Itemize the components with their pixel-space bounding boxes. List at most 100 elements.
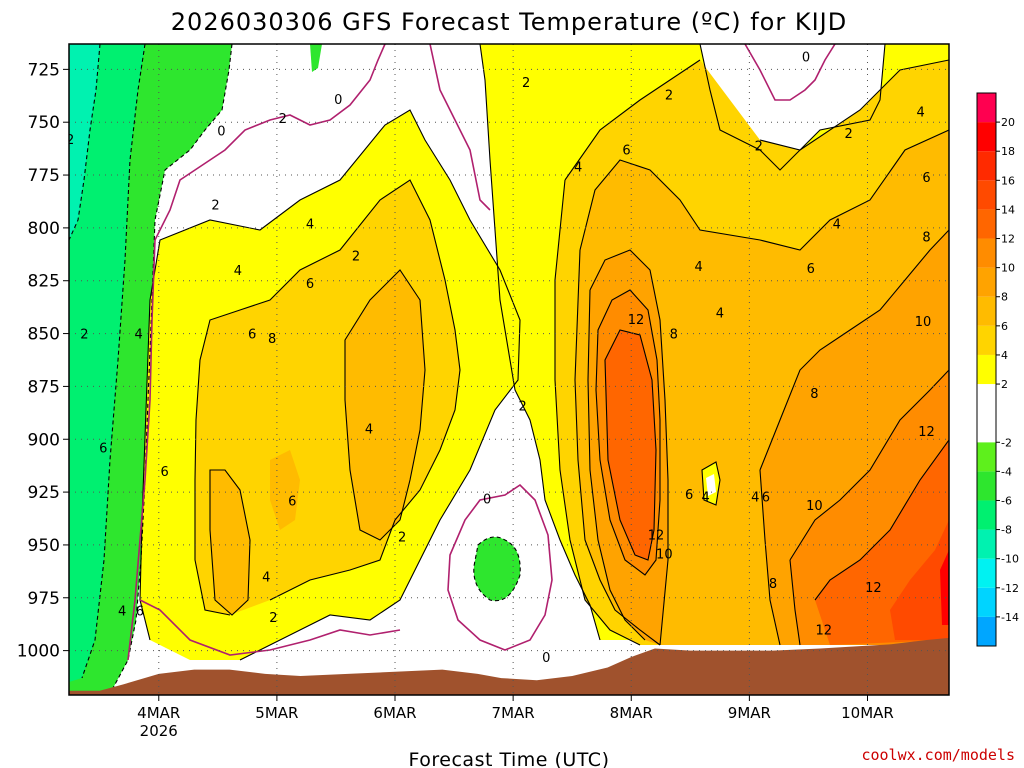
x-tick-label: 7MAR [492, 704, 535, 722]
colorbar-tick-label: -14 [1001, 611, 1019, 624]
contour-label-text: 2 [80, 328, 88, 343]
x-tick-label: 6MAR [373, 704, 416, 722]
contour-label-text: 2 [755, 139, 763, 154]
y-tick-label: 900 [28, 430, 60, 450]
contour-label-text: 8 [268, 332, 276, 347]
contour-label: 6 [136, 604, 144, 619]
contour-label-text: 6 [161, 465, 169, 480]
contour-label: 8 [922, 230, 930, 245]
contour-label-text: 4 [262, 571, 270, 586]
zero-line-lower-west [139, 599, 401, 656]
x-tick-label: 8MAR [610, 704, 653, 722]
contour-label: 12 [628, 313, 645, 328]
credit-link[interactable]: coolwx.com/models [861, 746, 1015, 764]
contour-label: 4 [716, 306, 724, 321]
contour-label-text: 4 [118, 604, 126, 619]
contour-label-text: 0 [802, 51, 810, 66]
band-minus-10 [69, 44, 100, 240]
band-6-west [210, 470, 250, 615]
contour-label: 10 [806, 499, 823, 514]
colorbar-swatch [977, 384, 996, 414]
contour-line-12-far-east [814, 439, 949, 601]
colorbar-tick-label: 2 [1001, 378, 1008, 391]
band-minus-6-small [310, 44, 322, 72]
colorbar-swatch [977, 209, 996, 239]
colorbar-tick-label: -10 [1001, 553, 1019, 566]
plot-frame [68, 43, 950, 696]
colorbar-tick-label: 16 [1001, 174, 1015, 187]
zero-line-cold-pool [447, 483, 553, 651]
contour-label: 6 [685, 488, 693, 503]
contour-label-text: 2 [352, 249, 360, 264]
contour-label-text: 12 [865, 581, 882, 596]
y-tick-label: 950 [28, 536, 60, 556]
y-tick-label: 800 [28, 219, 60, 239]
y-tick-label: 725 [28, 60, 60, 80]
contour-label: 4 [574, 161, 582, 176]
contour-label-text: 6 [99, 442, 107, 457]
x-tick-label: 5MAR [255, 704, 298, 722]
colorbar-swatch [977, 587, 996, 617]
contour-label-text: 2 [211, 199, 219, 214]
contour-label: 10 [915, 315, 932, 330]
colorbar-swatch [977, 558, 996, 588]
contour-label: 4 [833, 218, 841, 233]
contour-line-6-east [574, 129, 949, 646]
contour-label: 6 [248, 328, 256, 343]
contour-label: 4 [694, 260, 702, 275]
contour-label: 2 [844, 127, 852, 142]
contour-label-text: 2 [398, 530, 406, 545]
contour-label-text: 8 [922, 230, 930, 245]
contour-label-text: 10 [915, 315, 932, 330]
grid-lines [69, 44, 949, 695]
contour-line-6-center [344, 269, 426, 541]
contour-label-text: 2 [522, 76, 530, 91]
contour-label: 4 [702, 490, 710, 505]
contour-line-2-upper-east [699, 44, 886, 171]
colorbar-tick-label: 8 [1001, 291, 1008, 304]
contour-label-text: -2 [61, 133, 74, 148]
band-6-center [345, 270, 425, 540]
band-18-far-east [940, 550, 949, 625]
contour-label-text: 0 [542, 651, 550, 666]
contour-label-text: 6 [622, 144, 630, 159]
contour-label: 4 [262, 571, 270, 586]
band-6-mid [270, 450, 300, 530]
zero-line-upper-center [429, 44, 491, 211]
contour-lines [69, 44, 949, 691]
band-minus-8 [69, 44, 145, 682]
colorbar-swatch [977, 354, 996, 385]
contour-label: 0 [334, 93, 342, 108]
contour-label: 2 [755, 139, 763, 154]
contour-label: 2 [80, 328, 88, 343]
colorbar-frame [976, 92, 997, 647]
contour-label: 0 [542, 651, 550, 666]
contour-label: 0 [802, 51, 810, 66]
contour-label-text: 6 [922, 171, 930, 186]
contour-label: 10 [656, 547, 673, 562]
contour-label: 12 [865, 581, 882, 596]
contour-label-text: 4 [751, 490, 759, 505]
contour-label: 12 [816, 623, 833, 638]
contour-line-10-far-east [789, 369, 949, 646]
chart-title: 2026030306 GFS Forecast Temperature (ºC)… [171, 8, 847, 36]
colorbar: 20 18 16 14 12 10 8 6 4 2 -2 -4 -6 -8 -10 -12 -14 [976, 92, 1019, 647]
colorbar-tick-label: -2 [1001, 436, 1012, 449]
contour-line-8-east [587, 249, 669, 646]
zero-line-upper-west [154, 44, 386, 241]
contour-label-text: 6 [288, 495, 296, 510]
contour-label: 4 [917, 106, 925, 121]
contour-label: 2 [518, 399, 526, 414]
contour-label: 2 [211, 199, 219, 214]
colorbar-tick-label: 20 [1001, 116, 1015, 129]
colorbar-swatch [977, 325, 996, 355]
contour-line-cold-pool [473, 536, 521, 602]
contour-line-2-west [139, 109, 521, 661]
contour-label-text: 4 [306, 218, 314, 233]
contour-label: 6 [288, 495, 296, 510]
x-tick-label: 4MAR [137, 704, 180, 722]
contour-label-text: 6 [762, 490, 770, 505]
